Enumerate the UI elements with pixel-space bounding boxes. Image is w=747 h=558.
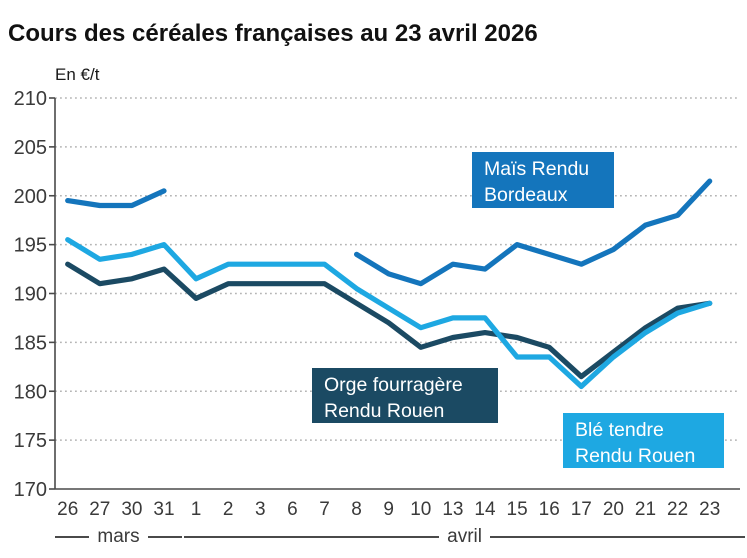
- x-axis-label: 8: [351, 499, 362, 520]
- series-label-text: Blé tendre: [575, 419, 664, 441]
- x-axis-label: 27: [89, 499, 110, 520]
- series-line-bl-tendre-rendu-rouen: [65, 237, 713, 389]
- month-rule: [55, 536, 90, 538]
- x-axis-label: 31: [153, 499, 174, 520]
- x-axis-label: 20: [603, 499, 624, 520]
- y-axis-label: 190: [14, 284, 47, 306]
- y-axis-label: 180: [14, 381, 47, 403]
- series-label-text: Maïs Rendu: [484, 158, 590, 180]
- x-axis-label: 9: [383, 499, 394, 520]
- x-axis-month-group-avril: avril: [184, 525, 745, 549]
- x-axis-label: 2: [223, 499, 234, 520]
- series-label-mais-rendu-bordeaux: Maïs Rendu Bordeaux: [472, 152, 614, 208]
- series-label-text: Bordeaux: [484, 184, 568, 206]
- x-axis-label: 26: [57, 499, 78, 520]
- series-label-text: Rendu Rouen: [575, 445, 696, 467]
- x-axis-month-group-mars: mars: [55, 525, 183, 549]
- month-rule: [184, 536, 440, 538]
- series-line-orge-fourrag-re-rendu-rouen: [65, 261, 713, 380]
- x-axis-label: 13: [442, 499, 463, 520]
- x-axis-label: 30: [121, 499, 142, 520]
- x-axis-label: 21: [635, 499, 656, 520]
- y-axis-unit-label: En €/t: [55, 65, 100, 84]
- month-label: avril: [447, 526, 482, 547]
- x-axis-label: 14: [474, 499, 496, 520]
- month-rule: [489, 536, 745, 538]
- y-axis-label: 195: [14, 235, 47, 257]
- series-label-ble-tendre-rendu-rouen: Blé tendre Rendu Rouen: [563, 413, 724, 468]
- x-axis-label: 22: [667, 499, 688, 520]
- series-label-orge-fourragere-rendu-rouen: Orge fourragère Rendu Rouen: [312, 368, 498, 423]
- x-axis-label: 6: [287, 499, 298, 520]
- chart-title: Cours des céréales françaises au 23 avri…: [8, 20, 538, 47]
- x-axis-label: 10: [410, 499, 431, 520]
- y-axis-label: 210: [14, 88, 47, 110]
- month-rule: [147, 536, 183, 538]
- series-label-text: Rendu Rouen: [324, 400, 445, 422]
- y-axis-label: 200: [14, 186, 47, 208]
- x-axis-label: 15: [507, 499, 528, 520]
- month-label: mars: [97, 526, 140, 547]
- x-axis-label: 17: [571, 499, 592, 520]
- series-line-ma-s-rendu-bordeaux: [65, 178, 713, 287]
- y-axis-label: 205: [14, 137, 47, 159]
- x-axis-label: 16: [539, 499, 560, 520]
- x-axis-label: 7: [319, 499, 330, 520]
- y-axis-label: 175: [14, 430, 47, 452]
- series-label-text: Orge fourragère: [324, 374, 463, 396]
- y-axis-label: 170: [14, 479, 47, 501]
- x-axis-label: 3: [255, 499, 266, 520]
- x-axis-label: 23: [699, 499, 720, 520]
- y-axis-label: 185: [14, 332, 47, 354]
- x-axis-label: 1: [191, 499, 202, 520]
